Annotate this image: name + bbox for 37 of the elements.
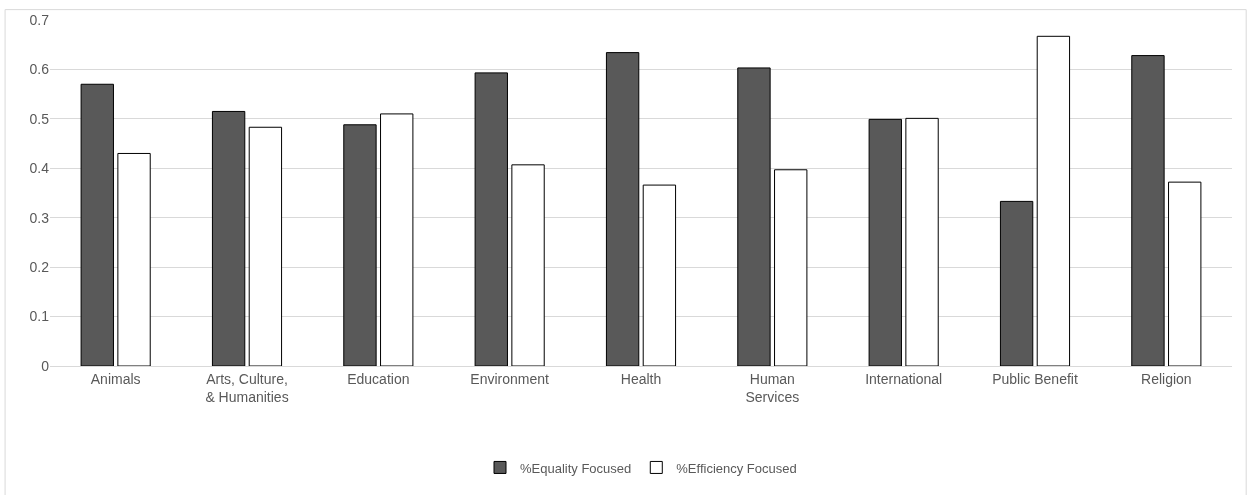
bar [905, 117, 939, 366]
x-tick-label: Health [620, 370, 662, 387]
legend-label: %Efficiency Focused [676, 460, 797, 476]
y-tick-label: 0.2 [29, 259, 50, 276]
y-tick-label: 0 [41, 357, 50, 374]
bar [1036, 35, 1071, 366]
bar [605, 52, 640, 366]
bar [868, 118, 902, 366]
bar [474, 72, 508, 366]
y-tick-label: 0.5 [29, 110, 50, 127]
bar [117, 152, 151, 366]
y-tick-label: 0.4 [29, 160, 50, 177]
bar [80, 83, 114, 366]
y-tick-label: 0.6 [29, 61, 50, 78]
x-tick-label: Animals [90, 370, 141, 387]
x-tick-label: Environment [470, 370, 550, 387]
y-tick-label: 0.1 [29, 308, 50, 325]
y-tick-label: 0.3 [29, 209, 50, 226]
bar [211, 110, 246, 366]
x-tick-label: Arts, Culture, & Humanities [205, 370, 289, 405]
bar [642, 184, 677, 366]
bar [999, 200, 1034, 366]
bar [1131, 55, 1165, 366]
legend-label: %Equality Focused [520, 460, 632, 476]
x-tick-label: Education [347, 370, 410, 387]
bar [343, 124, 377, 366]
bar [511, 164, 545, 366]
bar [380, 113, 414, 366]
x-tick-label: Human Services [745, 370, 800, 405]
bar [248, 126, 283, 366]
x-tick-label: Religion [1141, 370, 1192, 387]
bar [774, 169, 808, 366]
x-tick-label: International [865, 370, 943, 387]
y-tick-label: 0.7 [29, 11, 50, 28]
bar [737, 67, 771, 366]
x-tick-label: Public Benefit [992, 370, 1078, 387]
bar [1168, 181, 1202, 366]
